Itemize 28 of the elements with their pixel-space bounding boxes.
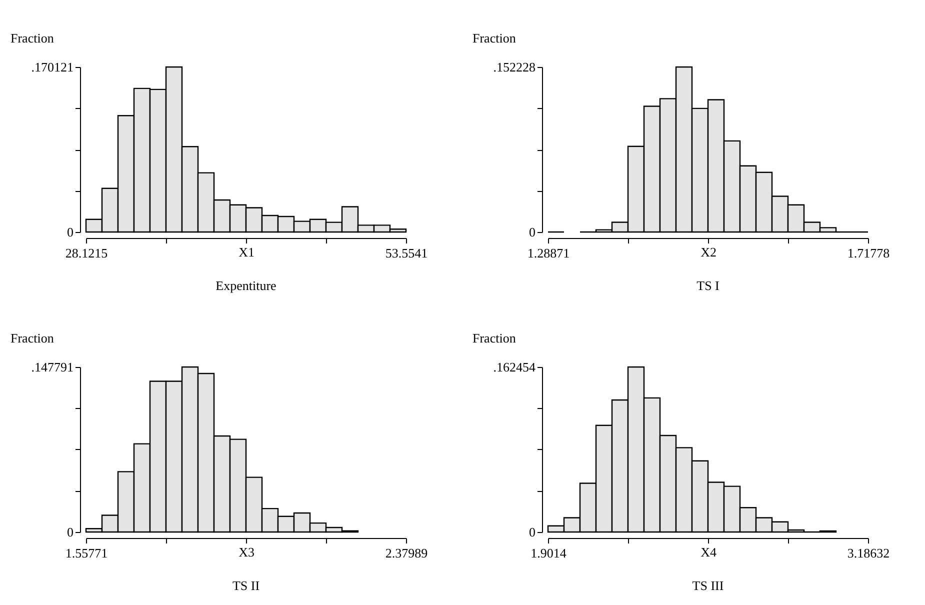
x-tick-label: 1.28871 [527,246,570,260]
x-tick-label: 3.18632 [847,546,890,560]
y-axis-title: Fraction [10,30,54,46]
x-tick-label: 2.37989 [385,546,428,560]
y-tick-label: 0 [529,224,536,240]
y-tick-label: 0 [67,524,74,540]
y-axis-title: Fraction [10,330,54,346]
y-tick-label: 0 [529,524,536,540]
text: TS II [232,578,260,593]
y-tick-label: .170121 [31,60,74,74]
x-axis-title: X1 [238,244,254,260]
x-tick-label: 53.5541 [385,246,428,260]
x-tick-label: 1.55771 [65,546,108,560]
x-axis-title: X3 [238,544,254,560]
y-tick-label: .147791 [31,360,74,374]
x-tick-label: 1.71778 [847,246,890,260]
y-tick-label: .162454 [493,360,536,374]
x-tick-label: 28.1215 [65,246,108,260]
x-axis-title: X4 [700,544,717,560]
y-axis-title: Fraction [472,30,516,46]
x-axis-title: X2 [700,244,716,260]
text: TS III [692,578,724,593]
text: TS I [696,278,720,293]
y-tick-label: 0 [67,224,74,240]
x-tick-label: 1.9014 [530,546,567,560]
y-tick-label: .152228 [493,60,536,74]
text: Expentiture [216,278,277,293]
y-axis-title: Fraction [472,330,516,346]
